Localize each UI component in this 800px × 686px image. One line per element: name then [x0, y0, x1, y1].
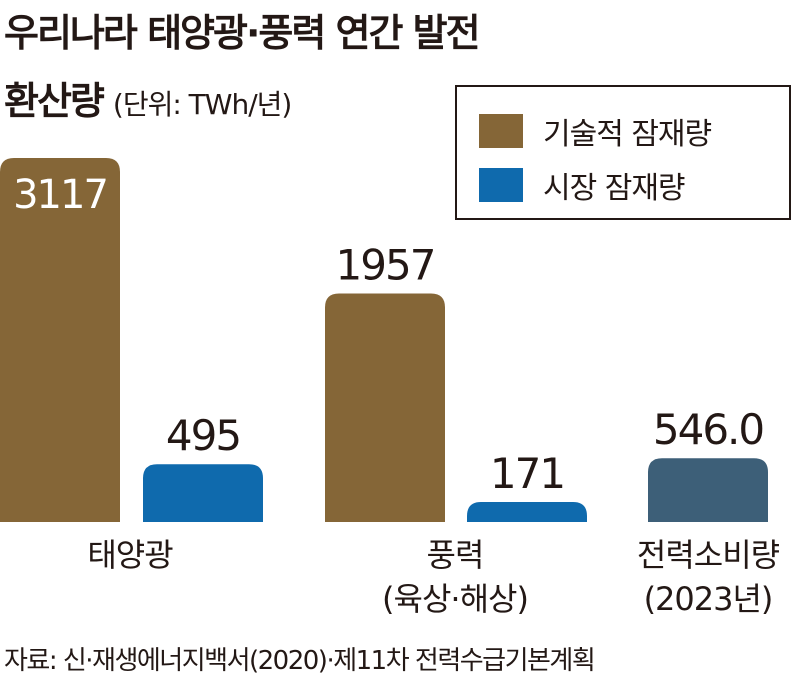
data-label: 1957 — [336, 240, 435, 289]
data-label: 546.0 — [653, 405, 763, 454]
bar — [143, 464, 263, 522]
category-label: 전력소비량 — [637, 536, 780, 574]
legend: 기술적 잠재량 시장 잠재량 — [455, 85, 791, 220]
data-label: 495 — [166, 411, 240, 460]
bar — [648, 458, 768, 522]
legend-label: 기술적 잠재량 — [543, 117, 712, 152]
category-label: 태양광 — [87, 536, 173, 574]
category-label: (육상·해상) — [382, 580, 528, 618]
legend-item-market: 시장 잠재량 — [479, 163, 686, 207]
legend-item-technical: 기술적 잠재량 — [479, 109, 712, 153]
category-label: 풍력 — [427, 536, 484, 574]
bar — [0, 158, 120, 522]
unit-label: (단위: TWh/년) — [112, 88, 292, 121]
bar — [325, 293, 445, 522]
source-note: 자료: 신·재생에너지백서(2020)·제11차 전력수급기본계획 — [4, 646, 596, 676]
legend-label: 시장 잠재량 — [543, 171, 686, 206]
bar — [467, 502, 587, 522]
legend-swatch — [479, 114, 523, 148]
chart-title-line2: 환산량 (단위: TWh/년) — [4, 70, 292, 125]
data-label: 171 — [490, 449, 564, 498]
data-label: 3117 — [13, 172, 107, 218]
chart-title: 우리나라 태양광·풍력 연간 발전 — [4, 11, 481, 55]
chart-title-text: 환산량 — [4, 79, 105, 123]
category-label: (2023년) — [644, 580, 773, 618]
legend-swatch — [479, 168, 523, 202]
